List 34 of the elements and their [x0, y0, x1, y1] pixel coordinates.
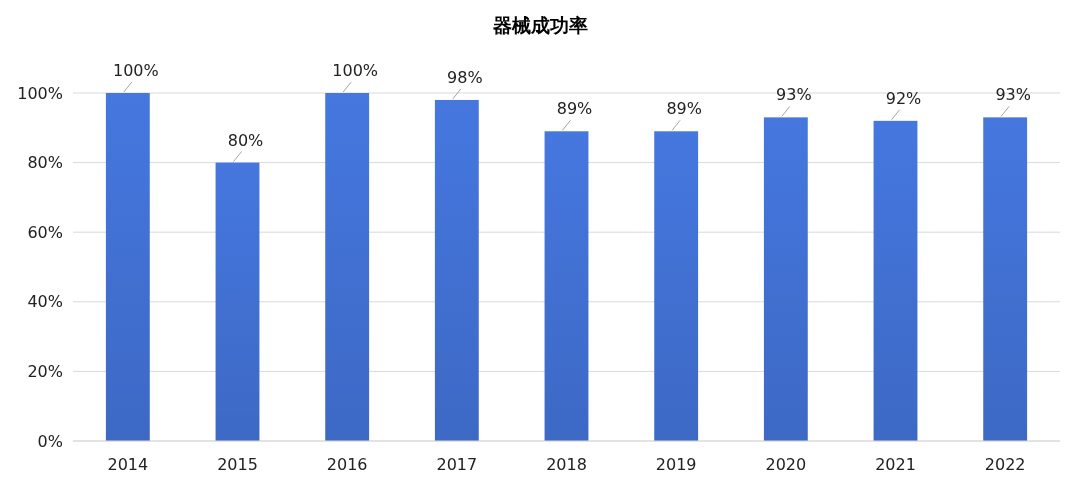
data-label: 100%	[332, 61, 379, 80]
bar	[325, 93, 370, 441]
data-label: 100%	[112, 61, 159, 80]
y-tick-label: 20%	[27, 362, 63, 381]
x-tick-label: 2017	[436, 455, 478, 474]
data-label: 98%	[447, 67, 483, 87]
data-label: 89%	[666, 99, 702, 119]
x-tick-label: 2019	[655, 455, 697, 474]
bar	[763, 117, 808, 441]
chart-title: 器械成功率	[492, 14, 588, 36]
bar	[215, 162, 260, 441]
bar	[544, 131, 589, 441]
bar	[873, 120, 918, 441]
data-label: 92%	[885, 88, 922, 108]
x-tick-label: 2022	[984, 455, 1026, 474]
data-label: 80%	[227, 130, 264, 150]
y-tick-label: 0%	[37, 431, 63, 451]
y-tick-label: 80%	[27, 153, 63, 173]
bar	[654, 131, 699, 441]
data-label: 89%	[556, 99, 593, 119]
bar	[983, 117, 1028, 441]
bar	[434, 99, 479, 441]
y-tick-label: 100%	[17, 83, 63, 103]
bar	[105, 93, 150, 441]
y-tick-label: 40%	[27, 292, 63, 312]
x-tick-label: 2021	[875, 455, 916, 474]
x-tick-label: 2018	[546, 455, 587, 474]
data-label: 93%	[995, 85, 1031, 105]
data-label: 93%	[776, 85, 812, 105]
x-tick-label: 2015	[217, 455, 258, 474]
x-tick-label: 2020	[765, 455, 807, 474]
x-tick-label: 2016	[326, 455, 368, 474]
y-tick-label: 60%	[27, 222, 63, 242]
x-tick-label: 2014	[107, 455, 149, 474]
